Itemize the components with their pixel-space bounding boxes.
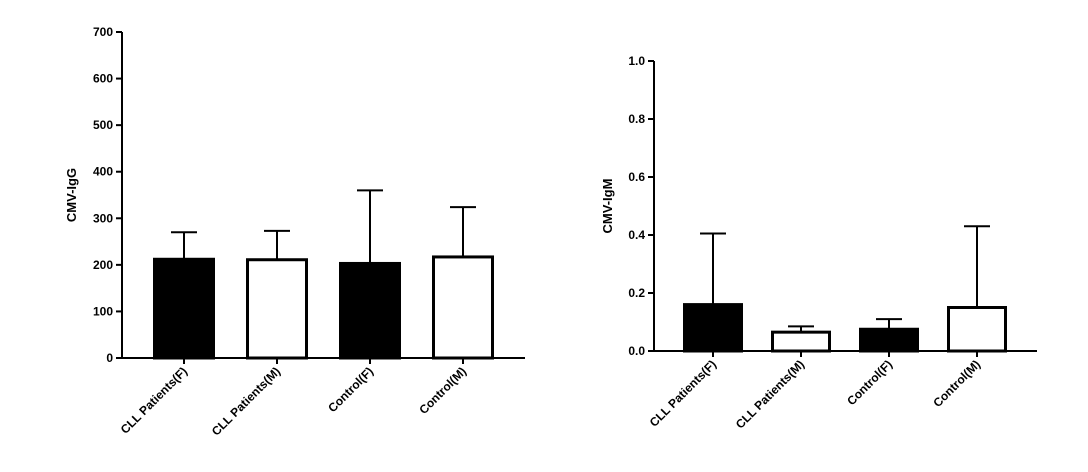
- y-tick-label: 0.4: [628, 228, 645, 242]
- y-tick-label: 200: [93, 258, 113, 272]
- y-tick-label: 0.0: [628, 344, 645, 358]
- x-category-label: CLL Patients(F): [647, 357, 719, 429]
- x-category-label: Control(M): [930, 357, 983, 410]
- y-axis-title: CMV-IgG: [64, 168, 79, 222]
- y-tick-label: 0.6: [628, 170, 645, 184]
- y-tick-label: 0.8: [628, 112, 645, 126]
- x-category-label: CLL Patients(M): [209, 364, 283, 438]
- y-axis-title: CMV-IgM: [600, 179, 615, 234]
- y-tick-label: 0: [106, 351, 113, 365]
- x-category-label: Control(F): [325, 364, 376, 415]
- y-tick-label: 700: [93, 25, 113, 39]
- x-category-label: CLL Patients(F): [118, 364, 190, 436]
- y-tick-label: 300: [93, 211, 113, 225]
- x-category-label: CLL Patients(M): [733, 357, 807, 431]
- y-tick-label: 100: [93, 304, 113, 318]
- chart-cmv-igm: 0.0 0.2 0.4 0.6 0.8 1.0 CMV-IgM CLL Patients(F)…: [600, 54, 1037, 432]
- x-category-label: Control(F): [844, 357, 895, 408]
- y-tick-label: 1.0: [628, 54, 645, 68]
- y-tick-label: 400: [93, 165, 113, 179]
- bar: [432, 255, 494, 360]
- bar: [947, 306, 1007, 353]
- y-tick-label: 600: [93, 72, 113, 86]
- bar: [771, 330, 831, 353]
- y-tick-label: 500: [93, 118, 113, 132]
- bar: [339, 261, 401, 360]
- x-category-label: Control(M): [416, 364, 469, 417]
- bar: [859, 327, 919, 353]
- chart-cmv-igg: 0 100 200 300 400 500 600 700 CMV-IgG CLL Patient…: [64, 25, 525, 439]
- y-tick-label: 0.2: [628, 286, 645, 300]
- bar: [153, 257, 215, 360]
- bar: [683, 303, 743, 353]
- bar: [246, 258, 308, 360]
